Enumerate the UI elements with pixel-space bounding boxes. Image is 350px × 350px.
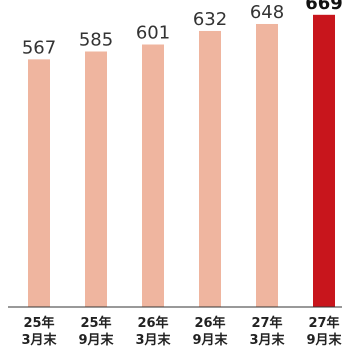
value-label-2: 601 [136,23,170,44]
bar-0 [28,59,50,307]
category-label-5-line-1: 9月末 [306,332,342,348]
value-label-3: 632 [193,9,227,30]
category-label-3-line-0: 26年 [194,315,225,331]
category-label-0-line-1: 3月末 [21,332,57,348]
bar-2 [142,44,164,307]
category-label-3-line-1: 9月末 [192,332,228,348]
value-label-1: 585 [79,29,113,50]
value-labels-group: 567 585 601 632 648 669 [22,0,343,58]
bar-4 [256,23,278,307]
bar-5 [313,14,335,307]
category-label-2-line-1: 3月末 [135,332,171,348]
category-label-1-line-1: 9月末 [78,332,114,348]
bar-3 [199,30,221,307]
category-label-4-line-0: 27年 [251,315,282,331]
category-label-2-line-0: 26年 [137,315,168,331]
bars-group [28,14,335,307]
category-label-1-line-0: 25年 [80,315,111,331]
value-label-5: 669 [305,0,343,14]
bar-1 [85,51,107,307]
value-label-4: 648 [250,2,284,23]
category-label-0-line-0: 25年 [23,315,54,331]
value-label-0: 567 [22,37,56,58]
category-label-4-line-1: 3月末 [249,332,285,348]
category-label-5-line-0: 27年 [308,315,339,331]
